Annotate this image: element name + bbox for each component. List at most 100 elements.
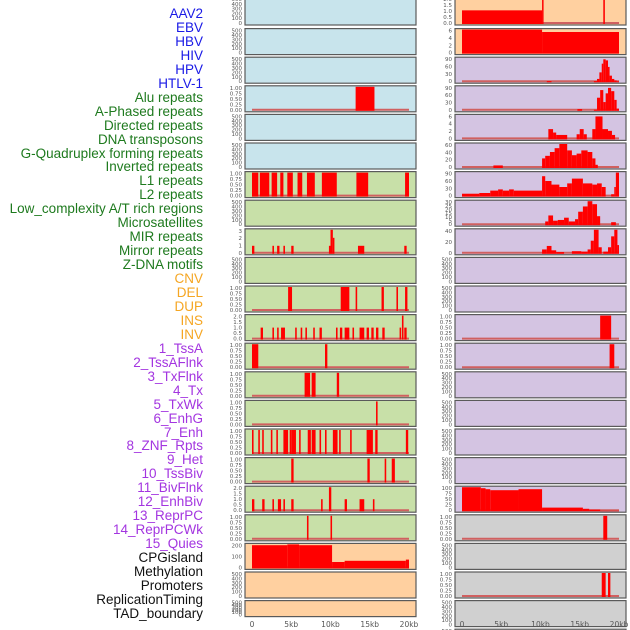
y-tick-label: 0.25 — [440, 331, 453, 337]
y-tick-label: 0 — [449, 51, 453, 57]
data-bar — [603, 515, 608, 540]
track-panel — [454, 285, 627, 313]
y-tick-label: 0 — [449, 480, 453, 486]
data-bar — [581, 251, 588, 254]
data-bar — [571, 155, 577, 168]
y-tick-label: 60 — [445, 179, 452, 185]
y-tick-label: 60 — [445, 143, 452, 149]
data-bar — [376, 327, 379, 340]
track-label: Directed repeats — [103, 117, 203, 133]
track-label: 1_TssA — [158, 340, 203, 356]
y-tick-label: 400 — [442, 405, 453, 411]
y-tick-label: 200 — [232, 543, 243, 549]
data-bar — [576, 153, 582, 168]
y-tick-label: 0.50 — [230, 297, 243, 303]
data-bar — [462, 10, 543, 24]
y-tick-label: 300 — [442, 552, 453, 558]
data-bar — [319, 327, 322, 340]
y-tick-label: 400 — [232, 2, 243, 8]
track-label: CNV — [174, 271, 203, 287]
y-tick-label: 500 — [442, 543, 453, 549]
data-bar — [252, 545, 288, 569]
data-bar — [295, 327, 297, 340]
data-bar — [546, 245, 552, 254]
y-tick-label: 6 — [449, 114, 453, 120]
track-label: 13_ReprPC — [132, 508, 203, 524]
y-tick-label: 200 — [442, 299, 453, 305]
track-panel — [454, 142, 627, 170]
data-bar — [328, 245, 331, 254]
data-bar — [366, 327, 369, 340]
y-tick-label: 0.25 — [440, 360, 453, 366]
y-tick-label: 0 — [449, 508, 453, 514]
data-bar — [330, 229, 333, 254]
data-bar — [350, 430, 352, 454]
y-tick-label: 1.00 — [230, 429, 243, 435]
data-bar — [283, 430, 289, 454]
data-bar — [603, 102, 606, 111]
y-tick-label: 0.25 — [230, 303, 243, 309]
y-tick-label: 0.0 — [233, 508, 242, 514]
y-tick-label: 300 — [232, 152, 243, 158]
data-bar — [305, 327, 307, 340]
data-bar — [311, 430, 316, 454]
y-tick-label: 0 — [239, 165, 243, 171]
y-tick-label: 0.00 — [230, 108, 243, 114]
data-bar — [311, 372, 316, 397]
track-label: 7_Enh — [163, 424, 203, 440]
y-tick-label: 0.50 — [230, 411, 243, 417]
y-tick-label: 75 — [445, 492, 452, 498]
data-bar — [601, 63, 604, 83]
y-tick-label: 20 — [445, 240, 452, 246]
data-bar — [271, 172, 278, 197]
y-tick-label: 0.75 — [230, 463, 243, 469]
data-bar — [259, 172, 270, 197]
data-bar — [376, 401, 378, 426]
y-tick-label: 200 — [232, 608, 243, 614]
data-bar — [597, 216, 601, 226]
y-tick-label: 1.0 — [443, 9, 452, 15]
y-tick-label: 100 — [232, 75, 243, 81]
data-bar — [367, 458, 370, 483]
y-tick-label: 0 — [239, 51, 243, 57]
y-tick-label: 100 — [442, 447, 453, 453]
track-panel — [454, 314, 627, 342]
y-tick-label: 10 — [445, 215, 452, 221]
y-tick-label: 100 — [442, 618, 453, 624]
data-bar — [321, 499, 323, 512]
track-label: INV — [180, 326, 203, 342]
track-label: DEL — [176, 285, 203, 300]
y-tick-label: 0 — [449, 565, 453, 571]
y-tick-label: 0.25 — [230, 388, 243, 394]
y-tick-label: 0.00 — [440, 594, 453, 600]
y-tick-label: 500 — [232, 572, 243, 578]
data-bar — [335, 327, 338, 340]
y-tick-label: 500 — [232, 200, 243, 206]
y-tick-label: 400 — [232, 603, 243, 609]
y-tick-label: 200 — [442, 414, 453, 420]
y-tick-label: 0.00 — [230, 451, 243, 457]
y-tick-label: 400 — [442, 262, 453, 268]
y-tick-label: 25 — [445, 503, 452, 509]
y-tick-label: 400 — [442, 290, 453, 296]
data-bar — [366, 430, 373, 454]
data-bar — [304, 372, 311, 397]
data-bar — [548, 129, 554, 140]
data-bar — [576, 134, 580, 140]
y-tick-label: 2.0 — [233, 486, 242, 492]
data-bar — [577, 109, 583, 111]
y-tick-label: 0.25 — [230, 531, 243, 537]
y-tick-label: 0.25 — [230, 188, 243, 194]
data-bar — [405, 559, 409, 569]
data-bar — [381, 287, 384, 311]
track-label: Low_complexity A/T rich regions — [9, 201, 203, 217]
y-tick-label: 100 — [442, 275, 453, 281]
y-tick-label: 300 — [232, 7, 243, 13]
data-bar — [556, 252, 565, 254]
data-bar — [509, 189, 514, 197]
data-bar — [597, 78, 600, 83]
y-tick-label: 1.0 — [233, 326, 242, 332]
data-bar — [590, 240, 594, 254]
data-bar — [287, 544, 300, 569]
track-panel — [244, 56, 417, 84]
